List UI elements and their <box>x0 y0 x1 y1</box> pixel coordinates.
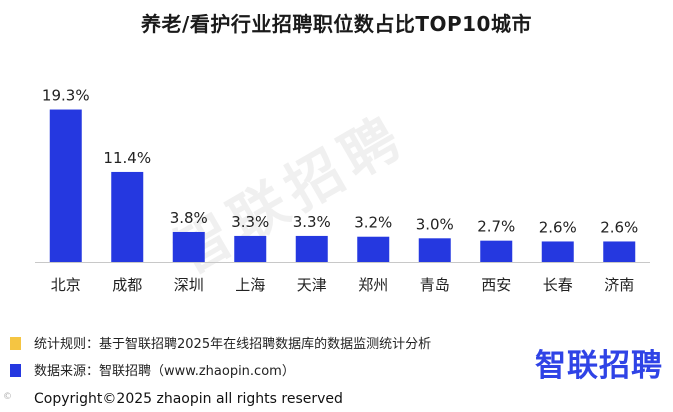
category-label: 上海 <box>235 276 265 294</box>
category-label: 济南 <box>604 276 634 294</box>
value-label: 3.3% <box>231 213 269 231</box>
note-source: 数据来源：智联招聘（www.zhaopin.com） <box>10 360 295 379</box>
category-label: 长春 <box>543 276 573 294</box>
category-label: 成都 <box>112 276 142 294</box>
value-label: 3.0% <box>416 215 454 233</box>
copyright-text: Copyright©2025 zhaopin all rights reserv… <box>34 391 343 407</box>
category-label: 深圳 <box>174 276 204 294</box>
value-label: 3.3% <box>293 213 331 231</box>
note-rule-swatch <box>10 337 21 350</box>
bar-上海 <box>234 235 267 262</box>
value-label: 2.6% <box>600 218 638 236</box>
bar-青岛 <box>418 238 451 262</box>
category-label: 天津 <box>297 276 327 294</box>
value-label: 3.2% <box>354 214 392 232</box>
copyright-seal: © <box>3 392 12 402</box>
note-rule: 统计规则：基于智联招聘2025年在线招聘数据库的数据监测统计分析 <box>10 333 431 352</box>
value-label: 2.6% <box>539 218 577 236</box>
value-label: 3.8% <box>170 209 208 227</box>
category-label: 郑州 <box>358 276 388 294</box>
bar-济南 <box>603 241 636 262</box>
bar-chart: 19.3% 北京 11.4% 成都 3.8% 深圳 3.3% 上海 3.3% 天津 3.2% 郑州 3.… <box>35 87 650 294</box>
bar-北京 <box>49 109 82 262</box>
note-source-swatch <box>10 364 21 377</box>
category-label: 西安 <box>481 276 511 294</box>
category-label: 青岛 <box>420 276 450 294</box>
bar-郑州 <box>357 236 390 262</box>
bar-长春 <box>541 241 574 262</box>
bar-成都 <box>111 171 144 262</box>
value-label: 19.3% <box>42 87 90 105</box>
bar-深圳 <box>172 231 205 262</box>
brand-logo: 智联招聘 <box>535 348 663 384</box>
category-label: 北京 <box>51 276 81 294</box>
value-label: 11.4% <box>103 149 151 167</box>
note-source-text: 数据来源：智联招聘（www.zhaopin.com） <box>34 364 295 379</box>
value-label: 2.7% <box>477 218 515 236</box>
bar-天津 <box>295 235 328 262</box>
chart-title: 养老/看护行业招聘职位数占比TOP10城市 <box>141 12 532 36</box>
bar-西安 <box>480 240 513 262</box>
note-rule-text: 统计规则：基于智联招聘2025年在线招聘数据库的数据监测统计分析 <box>34 337 432 352</box>
